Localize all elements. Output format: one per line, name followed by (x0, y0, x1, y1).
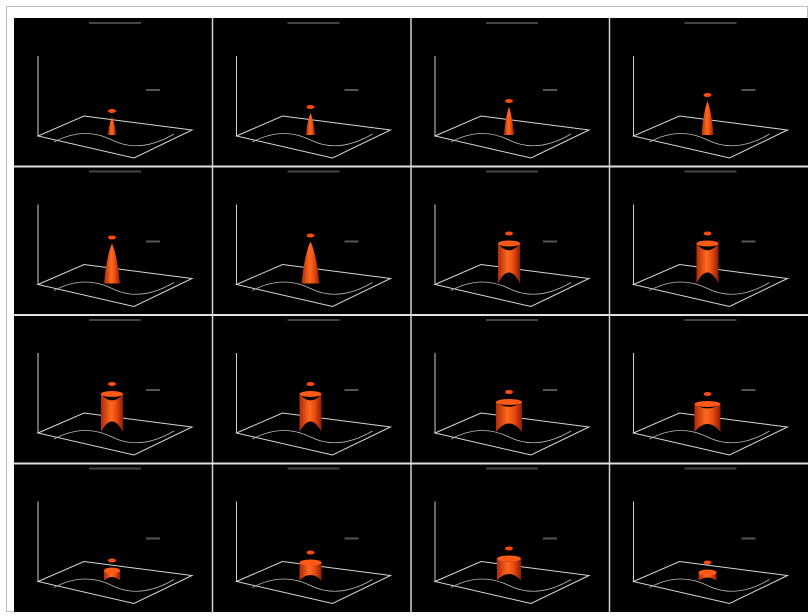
small-label (146, 389, 160, 391)
title-label (288, 468, 340, 470)
title-label (288, 22, 340, 24)
small-label (742, 389, 756, 391)
plume-tip (307, 234, 315, 238)
small-label (742, 241, 756, 243)
title-label (89, 171, 141, 173)
plume-tip (307, 551, 315, 555)
small-label (543, 538, 557, 540)
small-label (146, 241, 160, 243)
plume-cap (695, 401, 721, 407)
title-label (288, 319, 340, 321)
plume-tip (505, 390, 513, 394)
plume-tip (704, 93, 712, 97)
plume-cap (104, 568, 120, 574)
title-label (288, 171, 340, 173)
plume-tip (704, 561, 712, 565)
plume-cap (697, 241, 719, 247)
title-label (89, 468, 141, 470)
small-label (146, 89, 160, 91)
plume-cap (300, 560, 322, 566)
plume-tip (505, 232, 513, 236)
plume-cap (699, 570, 717, 576)
plume-cap (300, 391, 322, 397)
plume-cap (497, 556, 521, 562)
plume-tip (505, 547, 513, 551)
small-label (543, 241, 557, 243)
title-label (685, 468, 737, 470)
title-label (486, 468, 538, 470)
small-label (742, 538, 756, 540)
title-label (685, 171, 737, 173)
title-label (486, 22, 538, 24)
plume-cap (101, 391, 123, 397)
title-label (685, 22, 737, 24)
plume-cap (498, 241, 520, 247)
plume-tip (704, 232, 712, 236)
plume-tip (307, 105, 315, 109)
title-label (89, 319, 141, 321)
plume-cap (496, 399, 522, 405)
plume-tip (108, 382, 116, 386)
plume-tip (505, 99, 513, 103)
title-label (486, 319, 538, 321)
plume-tip (108, 559, 116, 563)
small-label (345, 89, 359, 91)
title-label (486, 171, 538, 173)
small-label (345, 538, 359, 540)
small-label (146, 538, 160, 540)
small-label (742, 89, 756, 91)
small-label (543, 89, 557, 91)
small-label (345, 389, 359, 391)
plume-tip (704, 392, 712, 396)
small-label (543, 389, 557, 391)
plume-tip (307, 382, 315, 386)
small-label (345, 241, 359, 243)
plume-tip (108, 109, 116, 113)
title-label (685, 319, 737, 321)
title-label (89, 22, 141, 24)
plume-tip (108, 236, 116, 240)
